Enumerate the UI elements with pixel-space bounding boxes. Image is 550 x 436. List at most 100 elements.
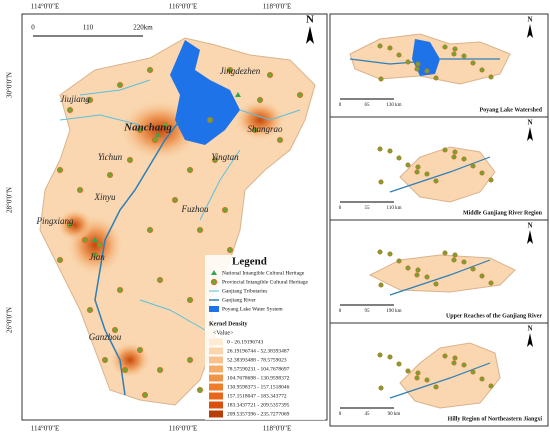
heritage-point: [117, 82, 124, 89]
inset-scale-label: 0: [339, 412, 342, 417]
density-swatch: [209, 365, 223, 373]
heritage-point: [161, 122, 168, 129]
inset-point: [488, 177, 494, 183]
heritage-point: [102, 356, 109, 363]
legend-symbol: [211, 270, 217, 275]
inset-point: [470, 266, 476, 272]
inset-point: [479, 376, 485, 382]
heritage-point: [146, 67, 153, 74]
inset-point: [405, 162, 411, 168]
inset-scale-label: 0: [339, 309, 342, 314]
inset-point: [377, 43, 383, 49]
inset-point: [452, 46, 458, 52]
heritage-point: [296, 92, 303, 99]
inset-north-label: N: [527, 16, 532, 24]
heritage-point: [87, 306, 94, 313]
inset-river: [389, 259, 491, 296]
legend-item: Provincial Intangible Cultural Heritage: [222, 279, 309, 285]
coord-label: 28°0'0"N: [6, 187, 14, 213]
inset-map: N 0 65 130 km Poyang Lake Watershed: [329, 13, 549, 118]
inset-map: N 0 95 190 km Upper Reaches of the Ganjiang …: [329, 219, 549, 324]
heritage-point: [276, 136, 283, 143]
heritage-point: [266, 72, 273, 79]
inset-point: [470, 60, 476, 66]
inset-scale-label: 0: [339, 103, 342, 108]
inset-point: [414, 66, 420, 72]
heritage-point: [77, 186, 84, 193]
inset-region: [399, 342, 501, 409]
inset-point: [377, 249, 383, 255]
density-swatch: [209, 383, 223, 391]
hotspot: [57, 209, 93, 241]
density-class: 0 - 26.19196743: [227, 339, 263, 345]
inset-point: [396, 155, 402, 161]
inset-point: [461, 53, 467, 59]
ganjiang-tributary: [59, 79, 301, 331]
inset-scale-label: 65: [365, 103, 371, 108]
poyang-lake: [170, 40, 240, 145]
inset-maps: N 0 65 130 km Poyang Lake Watershed N 0 55 110 k…: [329, 13, 549, 427]
inset-point: [452, 149, 458, 155]
inset-scale-label: 0: [339, 206, 342, 211]
city-label: Jiujiang: [60, 94, 90, 104]
heritage-point: [196, 226, 203, 233]
inset-point: [378, 385, 384, 391]
inset-point: [470, 369, 476, 375]
density-class: 26.19196744 - 52.38393487: [227, 348, 290, 354]
heritage-points: [57, 67, 303, 398]
heritage-point: [57, 256, 64, 263]
city-label: Jian: [89, 252, 105, 262]
density-class: 104.7678698 - 130.9598372: [227, 375, 290, 381]
coord-label: 116°0'0"E: [169, 3, 197, 11]
heritage-point: [226, 246, 233, 253]
heritage-point: [136, 127, 143, 134]
inset-title: Middle Ganjiang River Region: [463, 210, 543, 216]
density-swatch: [209, 347, 223, 355]
density-swatch: [209, 356, 223, 364]
heritage-point: [256, 97, 263, 104]
north-label: N: [306, 14, 314, 26]
coord-label: 114°0'0"E: [31, 425, 59, 433]
inset-north-arrow: [527, 230, 533, 244]
inset-point: [470, 163, 476, 169]
heritage-point: [67, 221, 74, 228]
inset-point: [396, 258, 402, 264]
heritage-point: [82, 236, 89, 243]
inset-scale-label: 110 km: [387, 206, 402, 211]
heritage-point: [112, 326, 119, 333]
city-label: Yichun: [98, 152, 123, 162]
hotspot: [110, 342, 150, 378]
density-class: 157.1518047 - 183.343772: [227, 393, 287, 399]
density-swatch: [209, 392, 223, 400]
inset-point: [442, 353, 448, 359]
legend-item: Ganjiang River: [222, 297, 256, 303]
inset-point: [479, 170, 485, 176]
inset-point: [387, 148, 393, 154]
inset-point: [378, 282, 384, 288]
inset-point: [433, 178, 439, 184]
inset-point: [451, 257, 457, 263]
inset-point: [479, 67, 485, 73]
city-label: Shangrao: [247, 124, 283, 134]
inset-point: [424, 377, 430, 383]
heritage-point: [146, 226, 153, 233]
heritage-point: [196, 386, 203, 393]
city-label: Jingdezhen: [220, 66, 261, 76]
inset-point: [442, 147, 448, 153]
city-label: Pingxiang: [36, 216, 74, 226]
density-class: 78.57590231 - 104.7678697: [227, 366, 290, 372]
heritage-point: [171, 196, 178, 203]
city-label: Yingtan: [211, 152, 239, 162]
north-arrow: [306, 26, 314, 44]
inset-point: [377, 146, 383, 152]
inset-point: [452, 355, 458, 361]
inset-point: [424, 171, 430, 177]
inset-point: [452, 252, 458, 258]
inset-point: [415, 370, 421, 376]
density-swatch: [209, 410, 223, 418]
coord-label: 118°0'0"E: [263, 3, 291, 11]
inset-map: N 0 45 90 km Hilly Region of Northeastern Ji…: [329, 322, 549, 427]
inset-scale-label: 95: [365, 309, 371, 314]
